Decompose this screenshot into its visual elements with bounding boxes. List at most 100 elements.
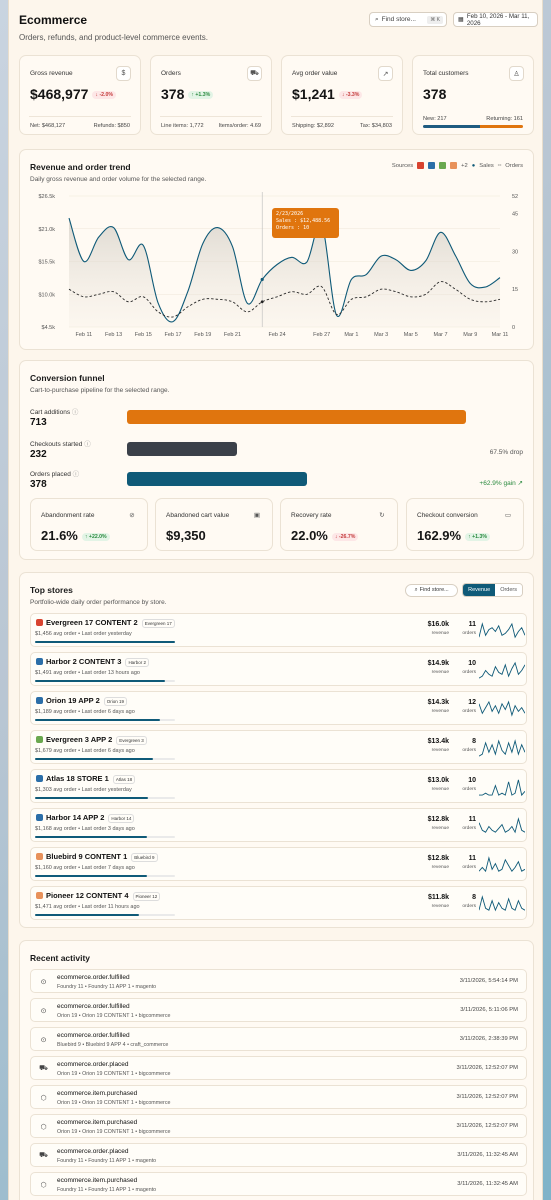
store-row[interactable]: Harbor 14 APP 2 Harbor 14 $1,168 avg orde… [30, 808, 527, 842]
kpi-footer: New: 217 Returning: 161 [423, 116, 523, 122]
source-badge-icon [439, 162, 447, 169]
metric-checkout-conversion: Checkout conversion ▭ 162.9% ↑ +1.3% [406, 498, 524, 551]
store-orders-label: orders [462, 709, 476, 714]
activity-event: ecommerce.item.purchased [57, 1090, 138, 1097]
store-revenue-label: revenue [431, 787, 449, 792]
metric-recovery-rate: Recovery rate ↻ 22.0% ↓ -26.7% [280, 498, 398, 551]
store-revenue-label: revenue [431, 670, 449, 675]
activity-source: Orion 19 • Orion 19 CONTENT 1 • bigcomme… [57, 1013, 171, 1019]
kpi-label: Total customers [423, 70, 469, 77]
metric-label: Abandoned cart value [166, 512, 230, 519]
store-orders-label: orders [462, 748, 476, 753]
store-platform-icon [36, 619, 43, 626]
store-revenue-label: revenue [431, 865, 449, 870]
store-row[interactable]: Evergreen 3 APP 2 Evergreen 3 $1,679 avg … [30, 730, 527, 764]
store-sparkline [479, 661, 525, 679]
funnel-bar[interactable] [127, 442, 237, 456]
activity-event: ecommerce.order.fulfilled [57, 1032, 130, 1039]
store-name: Evergreen 3 APP 2 Evergreen 3 [46, 735, 147, 745]
activity-row[interactable]: ⊙ ecommerce.order.fulfilled Bluebird 9 •… [30, 1027, 527, 1051]
activity-time: 3/11/2026, 2:38:39 PM [459, 1036, 518, 1042]
activity-row[interactable]: ⊙ ecommerce.order.fulfilled Foundry 11 •… [30, 969, 527, 993]
y-right-tick: 52 [512, 194, 518, 200]
store-orders: 8 [472, 894, 476, 901]
activity-row[interactable]: ⬡ ecommerce.item.purchased Foundry 11 • … [30, 1172, 527, 1196]
section-title: Top stores [30, 585, 73, 595]
store-name: Evergreen 17 CONTENT 2 Evergreen 17 [46, 618, 175, 628]
y-right-tick: 30 [512, 249, 518, 255]
y-left-tick: $4.5k [42, 325, 56, 331]
activity-event: ecommerce.item.purchased [57, 1119, 138, 1126]
activity-row[interactable]: ⬡ ecommerce.item.purchased Orion 19 • Or… [30, 1114, 527, 1138]
section-title: Conversion funnel [30, 373, 105, 383]
trend-chart[interactable]: $4.5k $10.0k $15.5k $21.0k $26.5k 0 15 30 45 52 Fe… [20, 150, 535, 351]
kpi-total-customers: Total customers ♙ 378 New: 217 Returning:… [412, 55, 534, 135]
date-range-picker[interactable]: ▦ Feb 10, 2026 - Mar 11, 2026 [453, 12, 538, 27]
store-share-bar [35, 914, 175, 916]
store-sparkline [479, 856, 525, 873]
store-orders-label: orders [462, 904, 476, 909]
activity-row[interactable]: ⬡ ecommerce.item.purchased Orion 19 • Or… [30, 1085, 527, 1109]
funnel-note: 67.5% drop [489, 449, 523, 456]
sources-more[interactable]: +2 [461, 162, 468, 169]
x-tick: Mar 1 [344, 332, 358, 338]
section-subtitle: Cart-to-purchase pipeline for the select… [30, 387, 170, 394]
activity-row[interactable]: ⛟ ecommerce.order.placed Foundry 11 • Fo… [30, 1143, 527, 1167]
store-revenue-label: revenue [431, 709, 449, 714]
store-row[interactable]: Bluebird 9 CONTENT 1 Bluebird 9 $1,160 av… [30, 847, 527, 881]
kpi-value: $1,241 ↓ -3.3% [292, 86, 363, 102]
tab-revenue[interactable]: Revenue [463, 584, 496, 596]
activity-row[interactable]: ⛟ ecommerce.order.placed Orion 19 • Orio… [30, 1056, 527, 1080]
page-title: Ecommerce [19, 13, 88, 27]
x-tick: Feb 19 [194, 332, 211, 338]
info-icon: ⓘ [84, 441, 91, 448]
chart-legend: Sources +2 ● Sales ╌ Orders [392, 162, 523, 169]
store-meta: $1,679 avg order • Last order 6 days ago [35, 748, 135, 754]
metric-value: 162.9% ↑ +1.3% [417, 528, 490, 543]
activity-source: Bluebird 9 • Bluebird 9 APP 4 • craft_co… [57, 1042, 169, 1048]
sparkline-path [479, 856, 525, 873]
find-store-button[interactable]: ⌕ Find store... ⌘ K [369, 12, 447, 27]
funnel-stage-value: 713 [30, 417, 47, 428]
store-tag: Evergreen 17 [141, 618, 175, 628]
store-row[interactable]: Harbor 2 CONTENT 3 Harbor 2 $1,491 avg or… [30, 652, 527, 686]
kpi-footer: Net: $468,127 Refunds: $850 [30, 123, 130, 129]
info-icon: ⓘ [72, 471, 80, 478]
funnel-bar[interactable] [127, 410, 466, 424]
store-share-bar [35, 719, 175, 721]
store-row[interactable]: Pioneer 12 CONTENT 4 Pioneer 12 $1,471 av… [30, 886, 527, 920]
x-tick: Feb 27 [313, 332, 330, 338]
x-tick: Mar 11 [492, 332, 509, 338]
store-orders: 10 [468, 660, 476, 667]
funnel-bar[interactable] [127, 472, 307, 486]
store-search-button[interactable]: ⌕ Find store... [405, 583, 459, 597]
sparkline-path [479, 622, 525, 639]
find-store-label: Find store... [381, 16, 416, 23]
divider [291, 116, 393, 117]
activity-row[interactable]: ⊙ ecommerce.order.fulfilled Orion 19 • O… [30, 998, 527, 1022]
activity-time: 3/11/2026, 5:11:06 PM [460, 1007, 518, 1013]
store-row[interactable]: Evergreen 17 CONTENT 2 Evergreen 17 $1,45… [30, 613, 527, 647]
metric-abandoned-cart-value: Abandoned cart value ▣ $9,350 [155, 498, 273, 551]
store-orders: 11 [468, 816, 476, 823]
orders-dash-icon: ╌ [497, 162, 502, 169]
store-sparkline [479, 817, 525, 834]
sparkline-path [479, 895, 525, 912]
y-left-tick: $10.0k [38, 292, 55, 298]
activity-source: Foundry 11 • Foundry 11 APP 1 • magento [57, 984, 157, 990]
funnel-stage-label: Cart additions ⓘ [30, 409, 79, 416]
y-left-tick: $26.5k [38, 194, 55, 200]
store-row[interactable]: Orion 19 APP 2 Orion 19 $1,189 avg order … [30, 691, 527, 725]
activity-time: 3/11/2026, 5:54:14 PM [459, 978, 518, 984]
store-sparkline [479, 779, 525, 797]
store-share-bar [35, 758, 175, 760]
store-revenue: $14.9k [427, 660, 449, 667]
kpi-value: 378 ↑ +1.3% [161, 86, 214, 102]
store-revenue-label: revenue [431, 631, 449, 636]
store-row[interactable]: Atlas 18 STORE 1 Atlas 18 $1,303 avg orde… [30, 769, 527, 803]
y-right-tick: 15 [512, 287, 518, 293]
package-icon: ⬡ [40, 1123, 47, 1131]
section-title: Revenue and order trend [30, 162, 131, 172]
tab-orders[interactable]: Orders [495, 584, 522, 596]
metric-toggle: Revenue Orders [462, 583, 523, 597]
